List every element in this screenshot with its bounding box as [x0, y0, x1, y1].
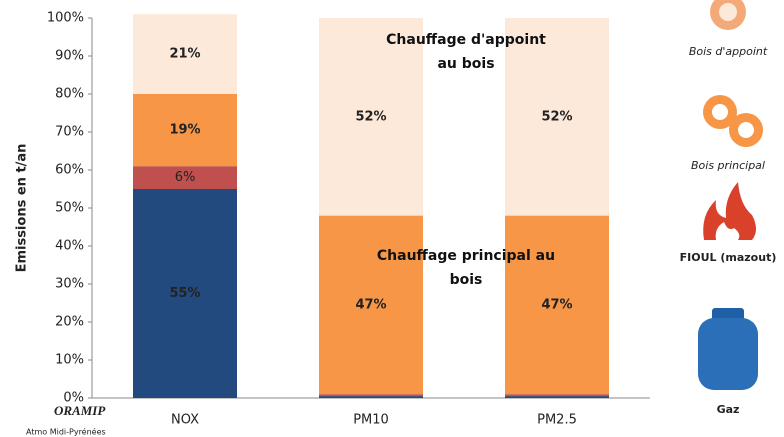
data-label: 47% — [355, 297, 386, 312]
annotation: Chauffage d'appoint au bois — [386, 32, 546, 72]
icon-wood-ring-a — [712, 104, 728, 120]
y-tick-label: 20% — [55, 315, 84, 330]
y-tick-label: 30% — [55, 277, 84, 292]
annotation: Chauffage principal au bois — [376, 248, 556, 288]
bar-segment — [133, 14, 237, 95]
data-label: 55% — [169, 286, 200, 301]
data-label: 6% — [175, 170, 196, 185]
y-tick-label: 100% — [47, 11, 84, 26]
y-tick-label: 40% — [55, 239, 84, 254]
y-tick-label: 10% — [55, 353, 84, 368]
y-tick-label: 80% — [55, 87, 84, 102]
bar-segment — [505, 215, 609, 395]
x-tick-label: NOX — [171, 413, 199, 428]
y-axis-label: Emissions en t/an — [15, 144, 30, 273]
icon-wood-ring — [719, 3, 737, 21]
data-label: 52% — [541, 109, 572, 124]
bar-segment — [133, 189, 237, 398]
icon-flame-core — [715, 222, 740, 240]
icon-wood-ring-b — [738, 122, 754, 138]
bar-segment — [505, 394, 609, 397]
legend-icons — [698, 0, 763, 390]
legend-label: Bois principal — [691, 159, 765, 172]
x-tick-label: PM2.5 — [537, 413, 577, 428]
y-tick-label: 90% — [55, 49, 84, 64]
icon-gas-body — [698, 318, 758, 390]
bar-segment — [319, 18, 423, 216]
data-label: 21% — [169, 47, 200, 62]
y-tick-label: 60% — [55, 163, 84, 178]
legend-label: FIOUL (mazout) — [680, 251, 777, 264]
y-tick-label: 70% — [55, 125, 84, 140]
logo-name: ORAMIP — [54, 403, 106, 418]
data-label: 47% — [541, 297, 572, 312]
data-label: 19% — [169, 123, 200, 138]
x-tick-label: PM10 — [353, 413, 389, 428]
legend-label: Gaz — [717, 403, 740, 416]
bar-segment — [319, 396, 423, 398]
y-tick-label: 0% — [63, 391, 84, 406]
icon-flame — [703, 182, 756, 240]
bar-segment — [133, 94, 237, 167]
bar-segment — [319, 394, 423, 397]
legend-label: Bois d'appoint — [689, 45, 768, 58]
data-label: 52% — [355, 109, 386, 124]
y-tick-label: 50% — [55, 201, 84, 216]
bar-segment — [505, 396, 609, 398]
bar-segment — [505, 18, 609, 216]
bar-segment — [319, 215, 423, 395]
logo-subtitle: Atmo Midi-Pyrénées — [26, 427, 106, 437]
bar-segment — [133, 166, 237, 189]
